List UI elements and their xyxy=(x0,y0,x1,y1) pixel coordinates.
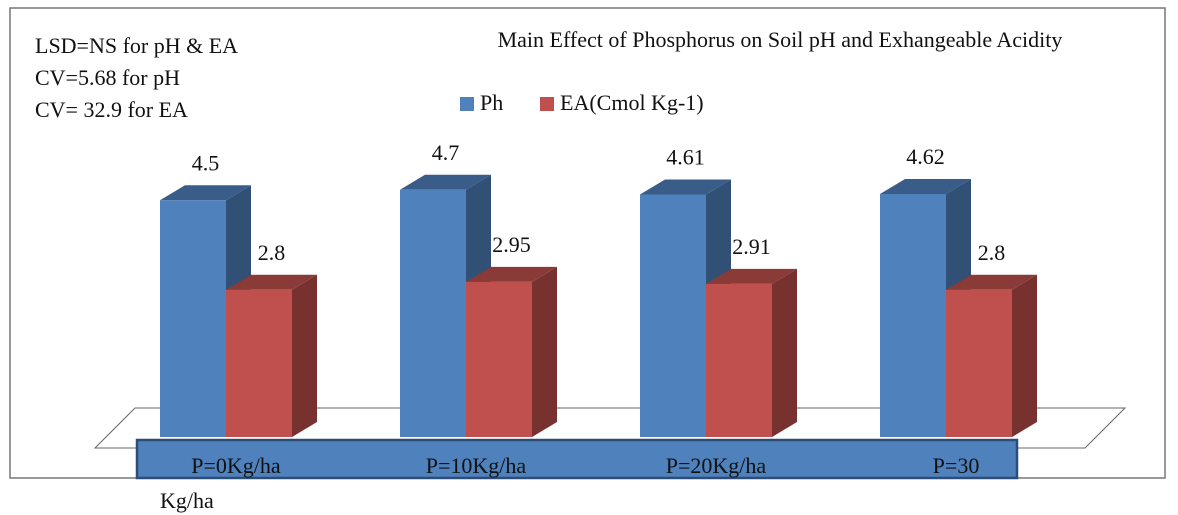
bar-front xyxy=(946,289,1012,437)
annotation: LSD=NS for pH & EA xyxy=(35,33,238,58)
bar-top xyxy=(226,274,317,290)
legend-label: Ph xyxy=(480,90,503,115)
bar-front xyxy=(226,289,292,437)
category-band xyxy=(135,438,1019,480)
x-tick-label: P=0Kg/ha xyxy=(191,453,281,478)
bar-side xyxy=(292,274,317,437)
legend-label: EA(Cmol Kg-1) xyxy=(560,90,704,115)
bar-top xyxy=(466,266,557,282)
value-label: 2.95 xyxy=(492,232,531,257)
bar-front xyxy=(706,283,772,437)
chart-title: Main Effect of Phosphorus on Soil pH and… xyxy=(498,27,1063,52)
x-tick-label: P=20Kg/ha xyxy=(666,453,767,478)
bar-top xyxy=(706,268,797,284)
bar-side xyxy=(532,266,557,437)
annotation: Kg/ha xyxy=(160,488,214,513)
bar-front xyxy=(160,200,226,437)
value-label: 2.8 xyxy=(978,240,1006,265)
annotation: CV=5.68 for pH xyxy=(35,65,180,90)
bar-top xyxy=(640,179,731,195)
bar-front xyxy=(466,281,532,437)
bar-front xyxy=(880,193,946,437)
value-label: 4.5 xyxy=(192,150,220,175)
bar-top xyxy=(160,185,251,201)
bar-front xyxy=(640,194,706,437)
bar xyxy=(466,266,557,437)
value-label: 2.91 xyxy=(732,234,771,259)
value-label: 2.8 xyxy=(258,240,286,265)
bar-top xyxy=(946,274,1037,290)
bar-side xyxy=(1012,274,1037,437)
bar xyxy=(706,268,797,437)
bar-front xyxy=(400,189,466,437)
x-tick-label: P=30 xyxy=(933,453,980,478)
value-label: 4.7 xyxy=(432,140,460,165)
value-label: 4.62 xyxy=(906,144,945,169)
legend-swatch xyxy=(540,97,554,111)
bar-top xyxy=(400,174,491,190)
bar xyxy=(946,274,1037,437)
bar xyxy=(226,274,317,437)
legend-swatch xyxy=(460,97,474,111)
x-tick-label: P=10Kg/ha xyxy=(426,453,527,478)
value-label: 4.61 xyxy=(666,145,705,170)
bar-top xyxy=(880,178,971,194)
bar-side xyxy=(772,268,797,437)
annotation: CV= 32.9 for EA xyxy=(35,97,188,122)
